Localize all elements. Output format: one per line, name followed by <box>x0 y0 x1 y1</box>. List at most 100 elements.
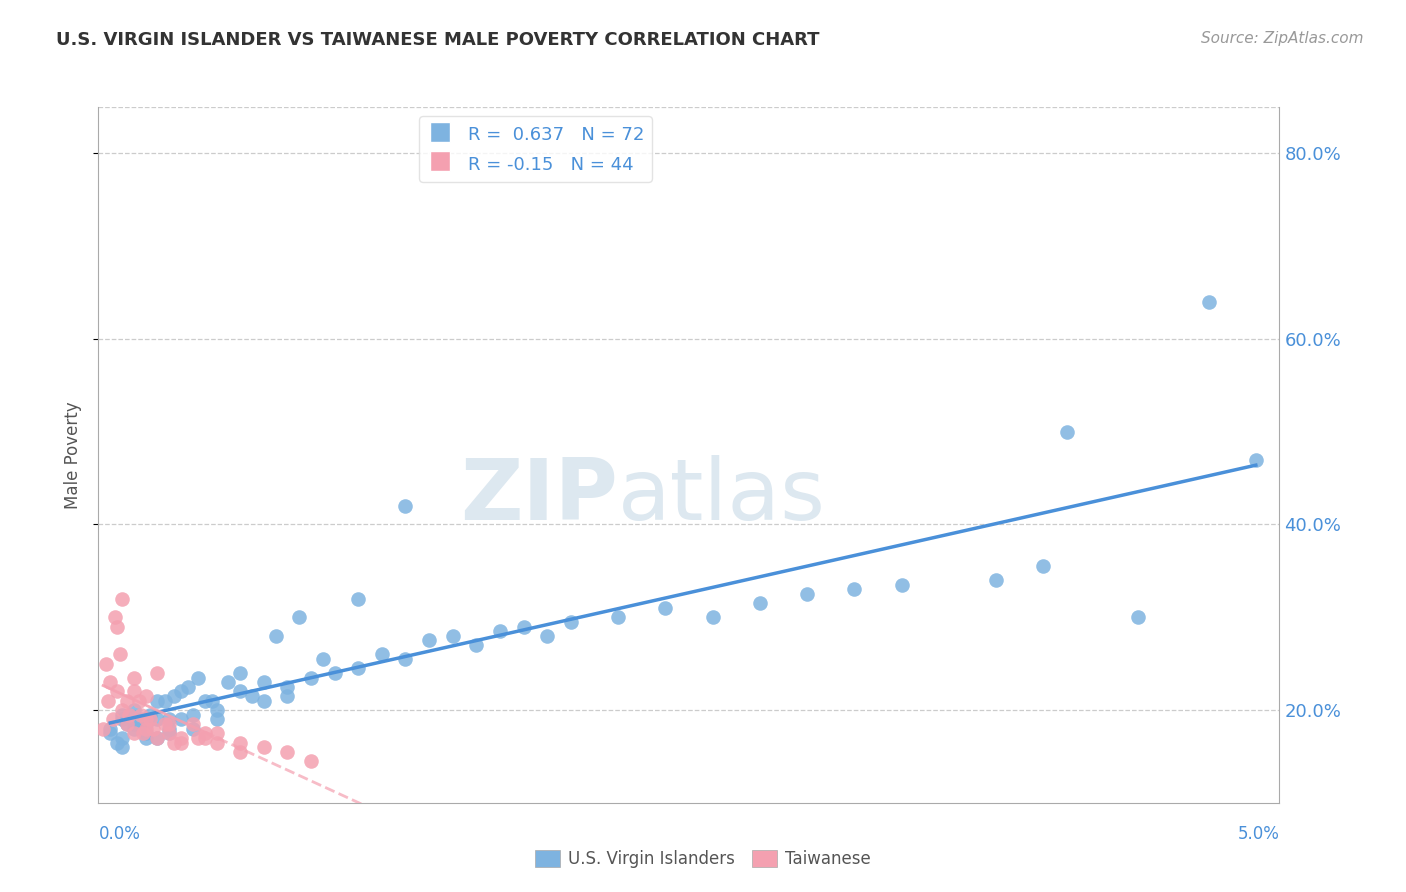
Point <box>129 712 152 726</box>
Point <box>181 717 204 731</box>
Text: 0.0%: 0.0% <box>98 825 141 843</box>
Point <box>132 726 155 740</box>
Legend: R =  0.637   N = 72, R = -0.15   N = 44: R = 0.637 N = 72, R = -0.15 N = 44 <box>419 116 651 182</box>
Point <box>796 587 818 601</box>
Point <box>105 619 128 633</box>
Point <box>465 638 488 652</box>
Point <box>229 745 252 759</box>
Point <box>146 731 169 745</box>
Point <box>347 661 370 675</box>
Point <box>101 712 124 726</box>
Point <box>153 717 176 731</box>
Text: atlas: atlas <box>619 455 827 538</box>
Point <box>654 601 676 615</box>
Point <box>122 703 145 717</box>
Point <box>276 689 298 703</box>
Point <box>157 722 180 736</box>
Point <box>394 499 416 513</box>
Text: ZIP: ZIP <box>460 455 619 538</box>
Point <box>441 629 464 643</box>
Point <box>157 726 180 740</box>
Point <box>170 731 193 745</box>
Point <box>111 731 134 745</box>
Point <box>170 684 193 698</box>
Point <box>229 684 252 698</box>
Point <box>97 694 120 708</box>
Point <box>205 712 228 726</box>
Point <box>170 712 193 726</box>
Point <box>1056 425 1078 439</box>
Point <box>146 665 169 680</box>
Point <box>105 735 128 749</box>
Point <box>299 671 322 685</box>
Point <box>253 675 276 690</box>
Point <box>111 712 134 726</box>
Point <box>104 610 127 624</box>
Point <box>146 694 169 708</box>
Point <box>122 671 145 685</box>
Point <box>890 578 912 592</box>
Point <box>1032 559 1054 574</box>
Point <box>105 684 128 698</box>
Point <box>157 717 180 731</box>
Point <box>194 694 217 708</box>
Point <box>91 722 114 736</box>
Point <box>111 591 134 606</box>
Point <box>844 582 866 597</box>
Point <box>347 591 370 606</box>
Point <box>181 722 204 736</box>
Point <box>94 657 117 671</box>
Point <box>111 707 134 722</box>
Point <box>135 717 157 731</box>
Text: U.S. VIRGIN ISLANDER VS TAIWANESE MALE POVERTY CORRELATION CHART: U.S. VIRGIN ISLANDER VS TAIWANESE MALE P… <box>56 31 820 49</box>
Point <box>157 726 180 740</box>
Legend: U.S. Virgin Islanders, Taiwanese: U.S. Virgin Islanders, Taiwanese <box>529 843 877 875</box>
Point <box>323 665 346 680</box>
Point <box>201 694 224 708</box>
Point <box>1126 610 1149 624</box>
Point <box>98 722 121 736</box>
Point <box>177 680 200 694</box>
Point <box>157 712 180 726</box>
Point <box>264 629 287 643</box>
Point <box>276 745 298 759</box>
Point <box>187 671 209 685</box>
Point <box>135 722 157 736</box>
Point <box>229 665 252 680</box>
Point <box>205 735 228 749</box>
Point <box>128 694 150 708</box>
Point <box>371 648 394 662</box>
Point <box>122 726 145 740</box>
Point <box>194 726 217 740</box>
Point <box>111 740 134 755</box>
Point <box>163 735 186 749</box>
Point <box>536 629 558 643</box>
Point <box>607 610 630 624</box>
Point <box>118 707 141 722</box>
Point <box>489 624 512 639</box>
Point <box>135 689 157 703</box>
Point <box>288 610 311 624</box>
Text: 5.0%: 5.0% <box>1237 825 1279 843</box>
Point <box>139 712 162 726</box>
Point <box>299 754 322 768</box>
Point <box>153 694 176 708</box>
Point <box>253 740 276 755</box>
Point <box>1198 294 1220 309</box>
Point <box>194 731 217 745</box>
Point <box>253 694 276 708</box>
Text: Source: ZipAtlas.com: Source: ZipAtlas.com <box>1201 31 1364 46</box>
Point <box>163 689 186 703</box>
Point <box>115 717 138 731</box>
Point <box>205 726 228 740</box>
Point <box>418 633 440 648</box>
Point <box>122 684 145 698</box>
Point <box>135 726 157 740</box>
Point <box>108 648 131 662</box>
Point <box>702 610 724 624</box>
Point <box>276 680 298 694</box>
Point <box>984 573 1007 587</box>
Point <box>312 652 335 666</box>
Point <box>122 717 145 731</box>
Point <box>229 735 252 749</box>
